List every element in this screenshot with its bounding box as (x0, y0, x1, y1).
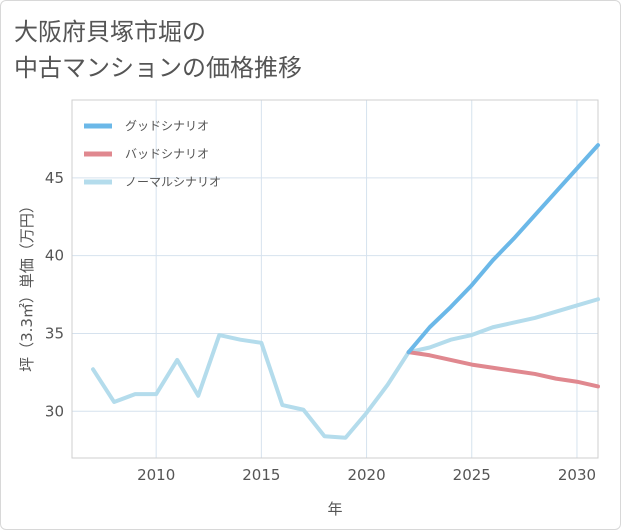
chart-title-line1: 大阪府貝塚市堀の (14, 18, 206, 46)
chart-title-line2: 中古マンションの価格推移 (14, 54, 302, 82)
series-line-bad (406, 350, 600, 389)
series-line-normal (91, 297, 600, 440)
x-tick-label-2030: 2030 (558, 466, 596, 484)
series-line-good (406, 143, 600, 355)
x-axis-title: 年 (327, 500, 342, 518)
grid (72, 100, 598, 458)
y-tick-label-35: 35 (45, 324, 64, 342)
y-tick-label-30: 30 (45, 402, 64, 420)
y-tick-label-45: 45 (45, 169, 64, 187)
plot-border (71, 99, 599, 459)
x-tick-label-2025: 2025 (453, 466, 491, 484)
legend-label-bad: バッドシナリオ (125, 147, 209, 161)
series-layer (91, 143, 600, 440)
tick-labels: 2010 2015 2020 2025 2030 30 35 40 45 (45, 169, 596, 484)
x-tick-label-2015: 2015 (242, 466, 280, 484)
chart-title: 大阪府貝塚市堀の 中古マンションの価格推移 (14, 14, 302, 86)
legend-label-normal: ノーマルシナリオ (125, 175, 221, 189)
x-tick-label-2010: 2010 (137, 466, 175, 484)
y-tick-label-40: 40 (45, 247, 64, 265)
x-tick-label-2020: 2020 (347, 466, 385, 484)
legend-label-good: グッドシナリオ (125, 119, 209, 133)
y-axis-title: 坪（3.3㎡）単価（万円） (18, 198, 36, 372)
